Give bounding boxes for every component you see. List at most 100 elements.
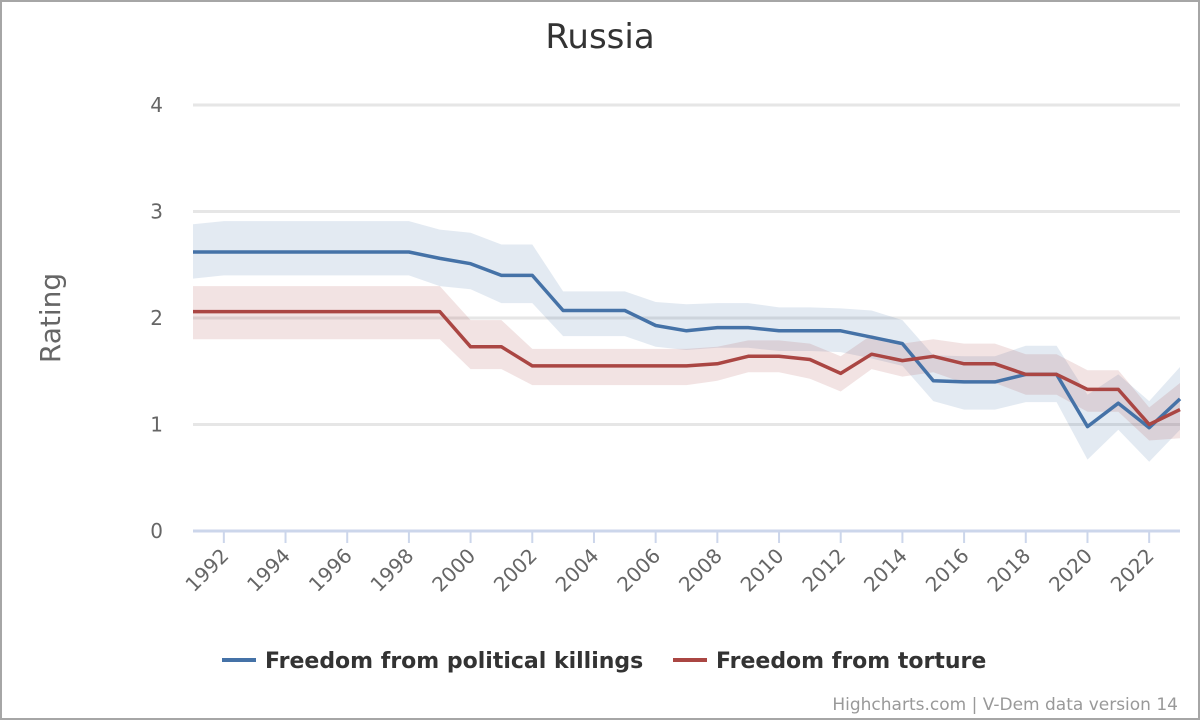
legend[interactable]: Freedom from political killings Freedom f… xyxy=(222,649,986,674)
legend-item-0[interactable]: Freedom from political killings xyxy=(222,649,643,674)
x-tick-label: 2002 xyxy=(489,544,542,597)
series-1-point[interactable] xyxy=(1147,423,1151,427)
series-0-point[interactable] xyxy=(376,250,380,254)
series-1-point[interactable] xyxy=(900,359,904,363)
series-0-point[interactable] xyxy=(499,273,503,277)
series-0-point[interactable] xyxy=(900,342,904,346)
x-tick-label: 1998 xyxy=(365,544,418,597)
series-0-point[interactable] xyxy=(314,250,318,254)
series-0-point[interactable] xyxy=(469,262,473,266)
series-1-point[interactable] xyxy=(870,352,874,356)
series-lines xyxy=(191,250,1182,430)
series-1-point[interactable] xyxy=(715,362,719,366)
series-0-point[interactable] xyxy=(715,326,719,330)
series-1-point[interactable] xyxy=(746,354,750,358)
series-1-point[interactable] xyxy=(654,364,658,368)
series-1-point[interactable] xyxy=(345,310,349,314)
x-tick-label: 2004 xyxy=(551,544,604,597)
series-1-band xyxy=(193,286,1180,441)
series-1-point[interactable] xyxy=(592,364,596,368)
series-1-point[interactable] xyxy=(438,310,442,314)
series-0-line[interactable] xyxy=(193,250,1182,430)
series-0-point[interactable] xyxy=(253,250,257,254)
series-1-point[interactable] xyxy=(1024,372,1028,376)
series-1-point[interactable] xyxy=(376,310,380,314)
series-1-point[interactable] xyxy=(314,310,318,314)
y-axis-label: Rating xyxy=(34,273,67,363)
x-tick-label: 2008 xyxy=(674,544,727,597)
legend-label: Freedom from torture xyxy=(716,649,986,674)
series-1-point[interactable] xyxy=(253,310,257,314)
series-1-point[interactable] xyxy=(623,364,627,368)
series-0-point[interactable] xyxy=(962,380,966,384)
series-1-point[interactable] xyxy=(561,364,565,368)
x-tick-label: 2020 xyxy=(1044,544,1097,597)
series-1-point[interactable] xyxy=(808,358,812,362)
series-1-point[interactable] xyxy=(1055,372,1059,376)
series-0-point[interactable] xyxy=(345,250,349,254)
series-0-point[interactable] xyxy=(623,309,627,313)
series-1-point[interactable] xyxy=(839,371,843,375)
x-tick-label: 2000 xyxy=(427,544,480,597)
series-1-line[interactable] xyxy=(193,309,1181,427)
x-tick-label: 1994 xyxy=(242,544,295,597)
series-0-point[interactable] xyxy=(1178,397,1182,401)
series-0-point[interactable] xyxy=(685,329,689,333)
series-1-point[interactable] xyxy=(777,354,781,358)
series-1-point[interactable] xyxy=(191,310,195,314)
y-tick-label: 1 xyxy=(150,413,163,437)
series-0-point[interactable] xyxy=(284,250,288,254)
series-1-point[interactable] xyxy=(469,345,473,349)
series-0-band xyxy=(193,221,1180,462)
series-1-point[interactable] xyxy=(1085,387,1089,391)
x-tick-label: 2010 xyxy=(736,544,789,597)
series-0-point[interactable] xyxy=(839,329,843,333)
series-0-point[interactable] xyxy=(931,379,935,383)
credits[interactable]: Highcharts.com | V-Dem data version 14 xyxy=(832,695,1178,715)
series-0-point[interactable] xyxy=(1085,425,1089,429)
series-0-point[interactable] xyxy=(870,335,874,339)
x-tick-label: 2014 xyxy=(859,544,912,597)
y-tick-label: 0 xyxy=(150,519,163,543)
series-0-point[interactable] xyxy=(993,380,997,384)
series-1-point[interactable] xyxy=(962,362,966,366)
x-tick-label: 1992 xyxy=(180,544,233,597)
legend-label: Freedom from political killings xyxy=(265,649,643,674)
series-0-point[interactable] xyxy=(1116,401,1120,405)
x-tick-label: 2018 xyxy=(982,544,1035,597)
series-0-point[interactable] xyxy=(561,309,565,313)
series-1-point[interactable] xyxy=(284,310,288,314)
confidence-bands xyxy=(193,221,1180,462)
x-tick-label: 2022 xyxy=(1106,544,1159,597)
series-0-point[interactable] xyxy=(407,250,411,254)
series-1-point[interactable] xyxy=(499,345,503,349)
series-0-point[interactable] xyxy=(222,250,226,254)
x-tick-label: 2012 xyxy=(797,544,850,597)
series-0-point[interactable] xyxy=(777,329,781,333)
series-1-point[interactable] xyxy=(1178,408,1182,412)
series-0-point[interactable] xyxy=(191,250,195,254)
series-0-point[interactable] xyxy=(438,256,442,260)
series-1-point[interactable] xyxy=(407,310,411,314)
series-1-point[interactable] xyxy=(993,362,997,366)
series-0-point[interactable] xyxy=(746,326,750,330)
series-1-point[interactable] xyxy=(931,354,935,358)
series-1-point[interactable] xyxy=(530,364,534,368)
legend-item-1[interactable]: Freedom from torture xyxy=(673,649,986,674)
y-tick-label: 4 xyxy=(150,93,163,117)
series-0-point[interactable] xyxy=(808,329,812,333)
series-1-point[interactable] xyxy=(222,310,226,314)
chart-title: Russia xyxy=(545,17,654,57)
x-tick-label: 2016 xyxy=(921,544,974,597)
series-1-point[interactable] xyxy=(1116,387,1120,391)
y-axis-ticks: 0 1 2 3 4 xyxy=(150,93,163,543)
y-tick-label: 3 xyxy=(150,200,163,224)
series-1-point[interactable] xyxy=(685,364,689,368)
series-0-point[interactable] xyxy=(530,273,534,277)
series-0-point[interactable] xyxy=(592,309,596,313)
x-tick-label: 2006 xyxy=(612,544,665,597)
x-axis: 1992 1994 1996 1998 2000 2002 2004 2006 2008 2010… xyxy=(180,531,1159,597)
series-0-point[interactable] xyxy=(654,323,658,327)
